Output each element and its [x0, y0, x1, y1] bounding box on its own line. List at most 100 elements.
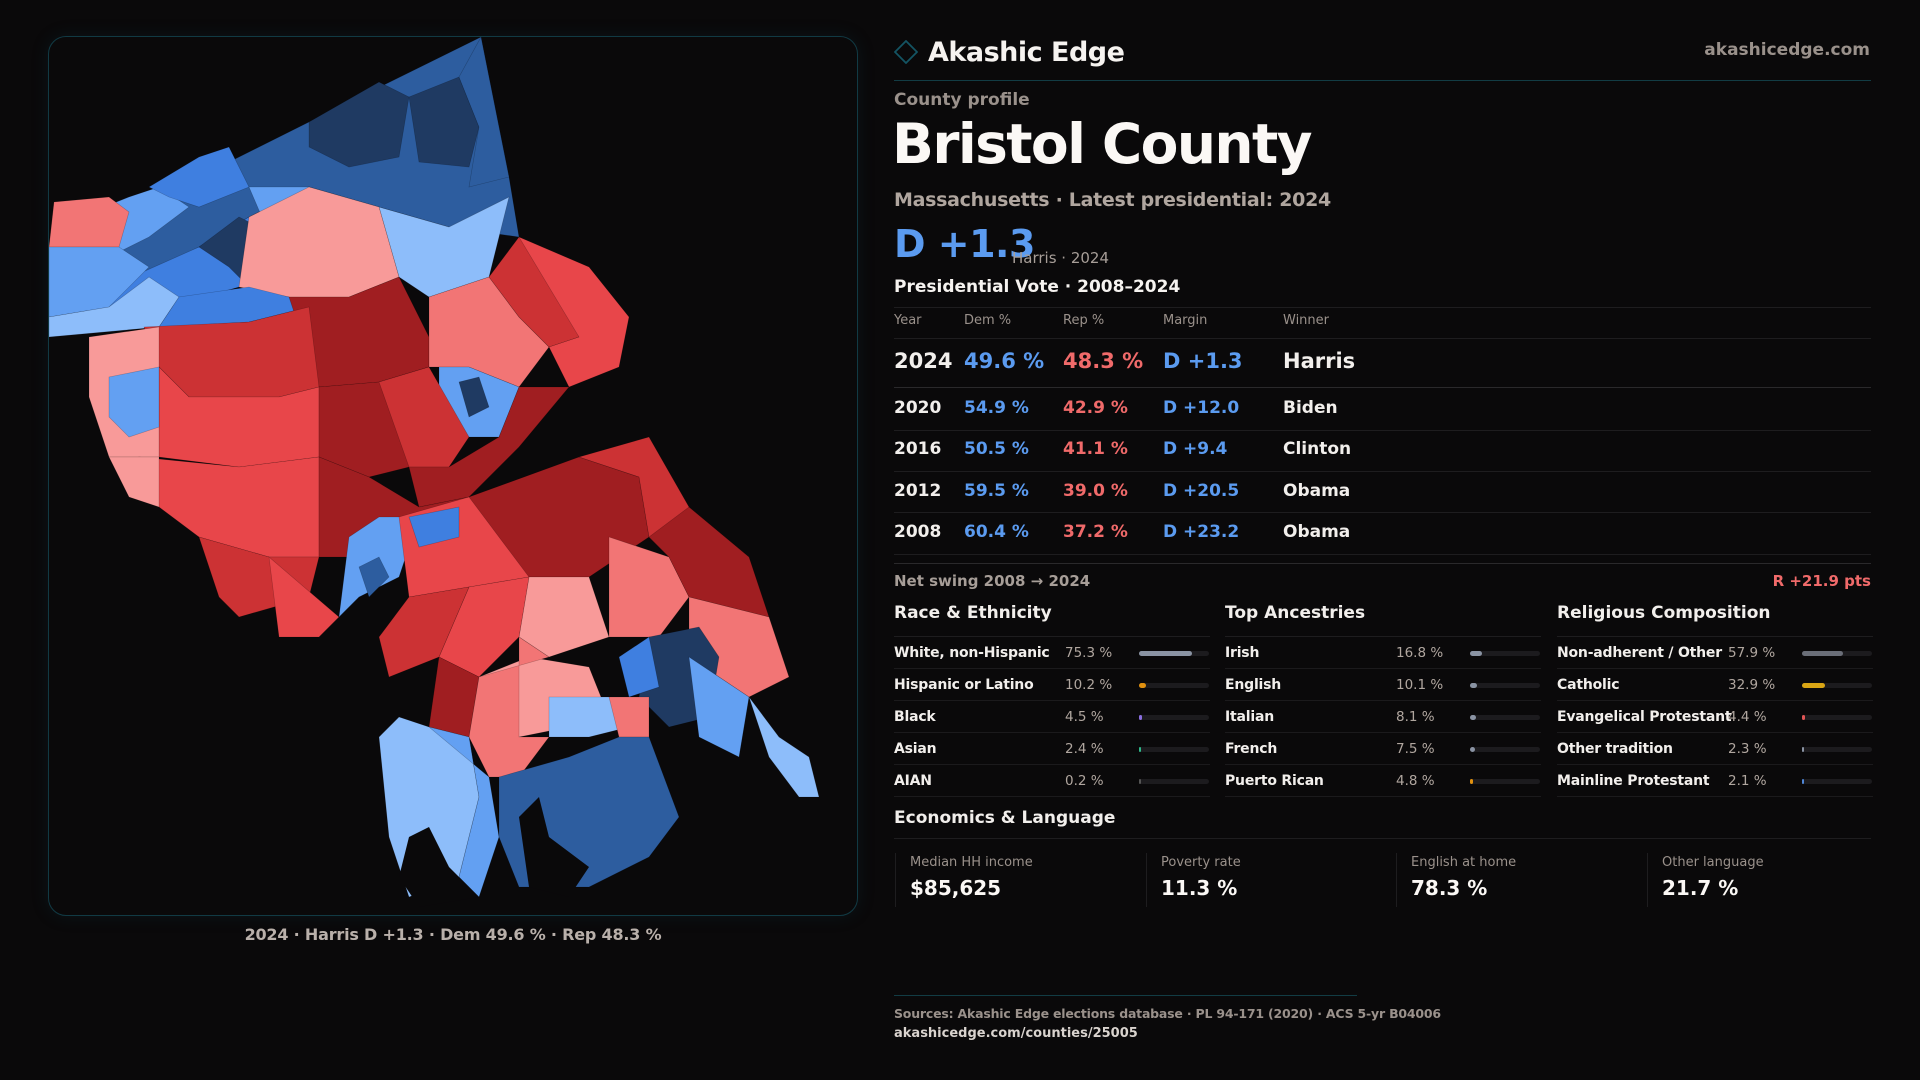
item-value: 16.8 % [1396, 645, 1444, 661]
sources-note: Sources: Akashic Edge elections database… [894, 1006, 1441, 1021]
item-value: 75.3 % [1065, 645, 1113, 661]
precinct-region[interactable] [49, 196, 130, 248]
item-label: Evangelical Protestant [1557, 709, 1732, 725]
divider [1557, 636, 1873, 637]
brand-name: Akashic Edge [928, 36, 1125, 68]
dem-cell: 59.5 % [964, 481, 1029, 501]
religion-section: Religious Composition Non-adherent / Oth… [1557, 603, 1873, 797]
share-bar [1470, 651, 1540, 656]
margin-cell: D +23.2 [1163, 522, 1240, 542]
precinct-region[interactable] [688, 656, 750, 758]
precinct-region[interactable] [108, 366, 160, 438]
share-bar [1139, 779, 1209, 784]
margin-cell: D +9.4 [1163, 439, 1228, 459]
precinct-region[interactable] [518, 576, 610, 658]
latest-margin: D +1.3 [894, 222, 1035, 266]
brand-header: Akashic Edge [894, 32, 1125, 72]
rep-cell: 42.9 % [1063, 398, 1128, 418]
precinct-region[interactable] [548, 696, 630, 738]
precinct-region[interactable] [458, 37, 510, 188]
precinct-region[interactable] [108, 456, 160, 508]
share-bar-fill [1470, 747, 1476, 752]
precinct-region[interactable] [378, 586, 470, 678]
divider [894, 636, 1210, 637]
precinct-region[interactable] [408, 386, 570, 508]
precinct-region[interactable] [49, 246, 150, 318]
net-swing-label: Net swing 2008 → 2024 [894, 572, 1091, 590]
permalink[interactable]: akashicedge.com/counties/25005 [894, 1026, 1138, 1041]
precinct-region[interactable] [518, 236, 630, 388]
divider [894, 471, 1871, 472]
rep-cell: 37.2 % [1063, 522, 1128, 542]
share-bar [1139, 715, 1209, 720]
page-subtitle: Massachusetts · Latest presidential: 202… [894, 189, 1331, 211]
item-value: 4.8 % [1396, 773, 1435, 789]
item-label: French [1225, 741, 1278, 757]
rep-cell: 48.3 % [1063, 349, 1144, 373]
stat-other-language: Other language 21.7 % [1647, 853, 1912, 907]
rep-cell: 41.1 % [1063, 439, 1128, 459]
dem-cell: 60.4 % [964, 522, 1029, 542]
year-cell: 2024 [894, 349, 953, 373]
stat-value: $85,625 [910, 876, 1002, 900]
precinct-region[interactable] [408, 506, 460, 548]
share-bar-fill [1139, 779, 1141, 784]
map-caption: 2024 · Harris D +1.3 · Dem 49.6 % · Rep … [244, 925, 662, 944]
precinct-region[interactable] [458, 376, 490, 418]
winner-cell: Clinton [1283, 439, 1352, 459]
item-value: 10.2 % [1065, 677, 1113, 693]
share-bar-fill [1802, 651, 1843, 656]
precinct-region[interactable] [138, 456, 320, 558]
item-value: 2.3 % [1728, 741, 1767, 757]
list-item: Asian 2.4 % [894, 733, 1210, 765]
economics-section-title: Economics & Language [894, 808, 1116, 828]
year-cell: 2020 [894, 398, 942, 418]
divider [894, 338, 1871, 339]
precinct-region[interactable] [428, 276, 550, 388]
precinct-region[interactable] [608, 696, 650, 738]
list-item: Black 4.5 % [894, 701, 1210, 733]
precinct-region[interactable] [378, 366, 470, 468]
share-bar-fill [1802, 779, 1804, 784]
precinct-region[interactable] [308, 81, 410, 168]
table-row: 2020 54.9 % 42.9 % D +12.0 Biden [894, 398, 1871, 438]
item-label: Other tradition [1557, 741, 1673, 757]
winner-cell: Harris [1283, 349, 1356, 373]
item-label: White, non-Hispanic [894, 645, 1050, 661]
column-header-year: Year [894, 313, 922, 328]
divider [894, 512, 1871, 513]
precinct-region[interactable] [358, 556, 390, 598]
share-bar [1802, 715, 1872, 720]
item-label: Catholic [1557, 677, 1620, 693]
item-label: Italian [1225, 709, 1274, 725]
stat-value: 78.3 % [1411, 876, 1488, 900]
precinct-region[interactable] [748, 696, 820, 798]
item-value: 0.2 % [1065, 773, 1104, 789]
stat-label: Poverty rate [1161, 855, 1241, 870]
precinct-region[interactable] [268, 556, 340, 638]
stat-value: 21.7 % [1662, 876, 1739, 900]
share-bar [1470, 779, 1540, 784]
water-inlet [399, 827, 479, 907]
item-value: 32.9 % [1728, 677, 1776, 693]
race-ethnicity-section: Race & Ethnicity White, non-Hispanic 75.3… [894, 603, 1210, 797]
divider [1225, 636, 1541, 637]
stat-english-at-home: English at home 78.3 % [1396, 853, 1661, 907]
brand-url-link[interactable]: akashicedge.com [1704, 40, 1870, 60]
winner-cell: Obama [1283, 481, 1351, 501]
precinct-region[interactable] [618, 636, 660, 698]
precinct-map-panel[interactable] [48, 36, 858, 916]
item-value: 2.1 % [1728, 773, 1767, 789]
share-bar [1139, 651, 1209, 656]
share-bar-fill [1139, 715, 1143, 720]
share-bar [1470, 683, 1540, 688]
list-item: Mainline Protestant 2.1 % [1557, 765, 1873, 797]
share-bar-fill [1139, 747, 1141, 752]
precinct-choropleth-map[interactable] [49, 37, 857, 915]
list-item: AIAN 0.2 % [894, 765, 1210, 797]
precinct-region[interactable] [608, 536, 690, 638]
share-bar-fill [1139, 683, 1147, 688]
precinct-region[interactable] [408, 76, 480, 168]
footer-divider [894, 995, 1357, 996]
share-bar [1802, 683, 1872, 688]
